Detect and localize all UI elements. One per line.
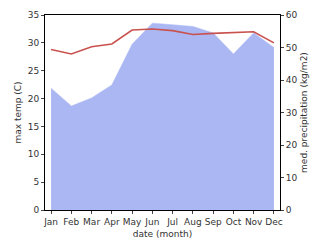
svg-text:5: 5 xyxy=(33,177,39,187)
svg-text:30: 30 xyxy=(28,38,40,48)
svg-text:10: 10 xyxy=(286,173,298,183)
svg-text:Jan: Jan xyxy=(43,217,58,227)
svg-text:0: 0 xyxy=(286,205,292,215)
svg-text:Mar: Mar xyxy=(83,217,100,227)
svg-text:date (month): date (month) xyxy=(133,229,192,239)
svg-text:Jun: Jun xyxy=(144,217,159,227)
svg-text:35: 35 xyxy=(28,10,39,20)
svg-text:25: 25 xyxy=(28,66,39,76)
svg-text:max temp (C): max temp (C) xyxy=(13,81,23,143)
svg-text:Sep: Sep xyxy=(205,217,222,227)
svg-text:Apr: Apr xyxy=(104,217,120,227)
svg-text:50: 50 xyxy=(286,43,298,53)
svg-text:med. precipitation (kg/m2): med. precipitation (kg/m2) xyxy=(299,52,309,173)
svg-text:20: 20 xyxy=(28,94,40,104)
svg-text:May: May xyxy=(123,217,142,227)
svg-text:10: 10 xyxy=(28,149,40,159)
svg-text:30: 30 xyxy=(286,108,298,118)
svg-text:Jul: Jul xyxy=(166,217,178,227)
svg-text:Nov: Nov xyxy=(245,217,263,227)
svg-text:Feb: Feb xyxy=(63,217,79,227)
svg-text:Dec: Dec xyxy=(265,217,282,227)
svg-text:15: 15 xyxy=(28,122,39,132)
svg-text:Oct: Oct xyxy=(226,217,242,227)
svg-text:40: 40 xyxy=(286,75,298,85)
svg-text:60: 60 xyxy=(286,10,298,20)
svg-text:20: 20 xyxy=(286,140,298,150)
svg-text:Aug: Aug xyxy=(184,217,202,227)
svg-text:0: 0 xyxy=(33,205,39,215)
